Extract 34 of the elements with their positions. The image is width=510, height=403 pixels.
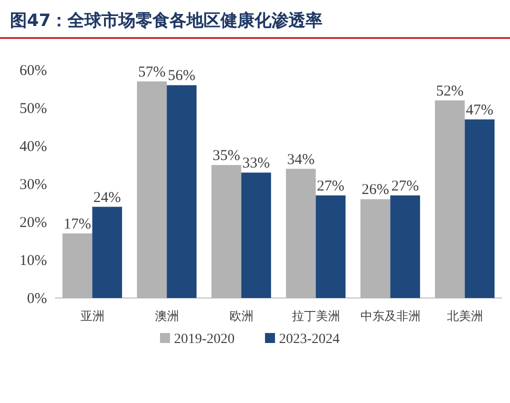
data-label: 35% (212, 148, 240, 164)
legend-label: 2019-2020 (174, 332, 235, 347)
data-label: 47% (466, 102, 494, 118)
y-tick-label: 20% (20, 215, 47, 231)
bar (390, 195, 420, 298)
x-tick-label: 北美洲 (446, 309, 483, 323)
x-tick-label: 拉丁美洲 (292, 309, 340, 323)
y-tick-label: 50% (20, 101, 47, 117)
data-label: 57% (138, 64, 166, 80)
y-tick-label: 60% (20, 63, 47, 79)
y-tick-label: 30% (20, 177, 47, 193)
y-tick-label: 40% (20, 139, 47, 155)
bar (464, 119, 495, 298)
legend-label: 2023-2024 (279, 332, 340, 347)
x-tick-label: 欧洲 (229, 309, 254, 323)
bar (166, 85, 197, 298)
data-label: 34% (287, 152, 315, 168)
bar (92, 206, 122, 298)
x-tick-label: 中东及非洲 (360, 309, 420, 323)
data-label: 24% (93, 190, 121, 206)
data-label: 17% (64, 216, 92, 232)
data-label: 52% (436, 83, 464, 100)
x-tick-label: 澳洲 (154, 309, 179, 323)
data-label: 33% (242, 156, 270, 172)
y-tick-label: 0% (27, 291, 47, 307)
bar (241, 172, 272, 298)
chart-title: 图47：全球市场零食各地区健康化渗透率 (10, 11, 323, 31)
data-label: 56% (168, 68, 196, 84)
data-label: 27% (391, 178, 419, 194)
y-tick-label: 10% (20, 253, 47, 269)
data-label: 27% (316, 178, 344, 194)
x-tick-label: 亚洲 (80, 309, 104, 323)
bar (316, 195, 346, 298)
data-label: 26% (362, 182, 390, 198)
